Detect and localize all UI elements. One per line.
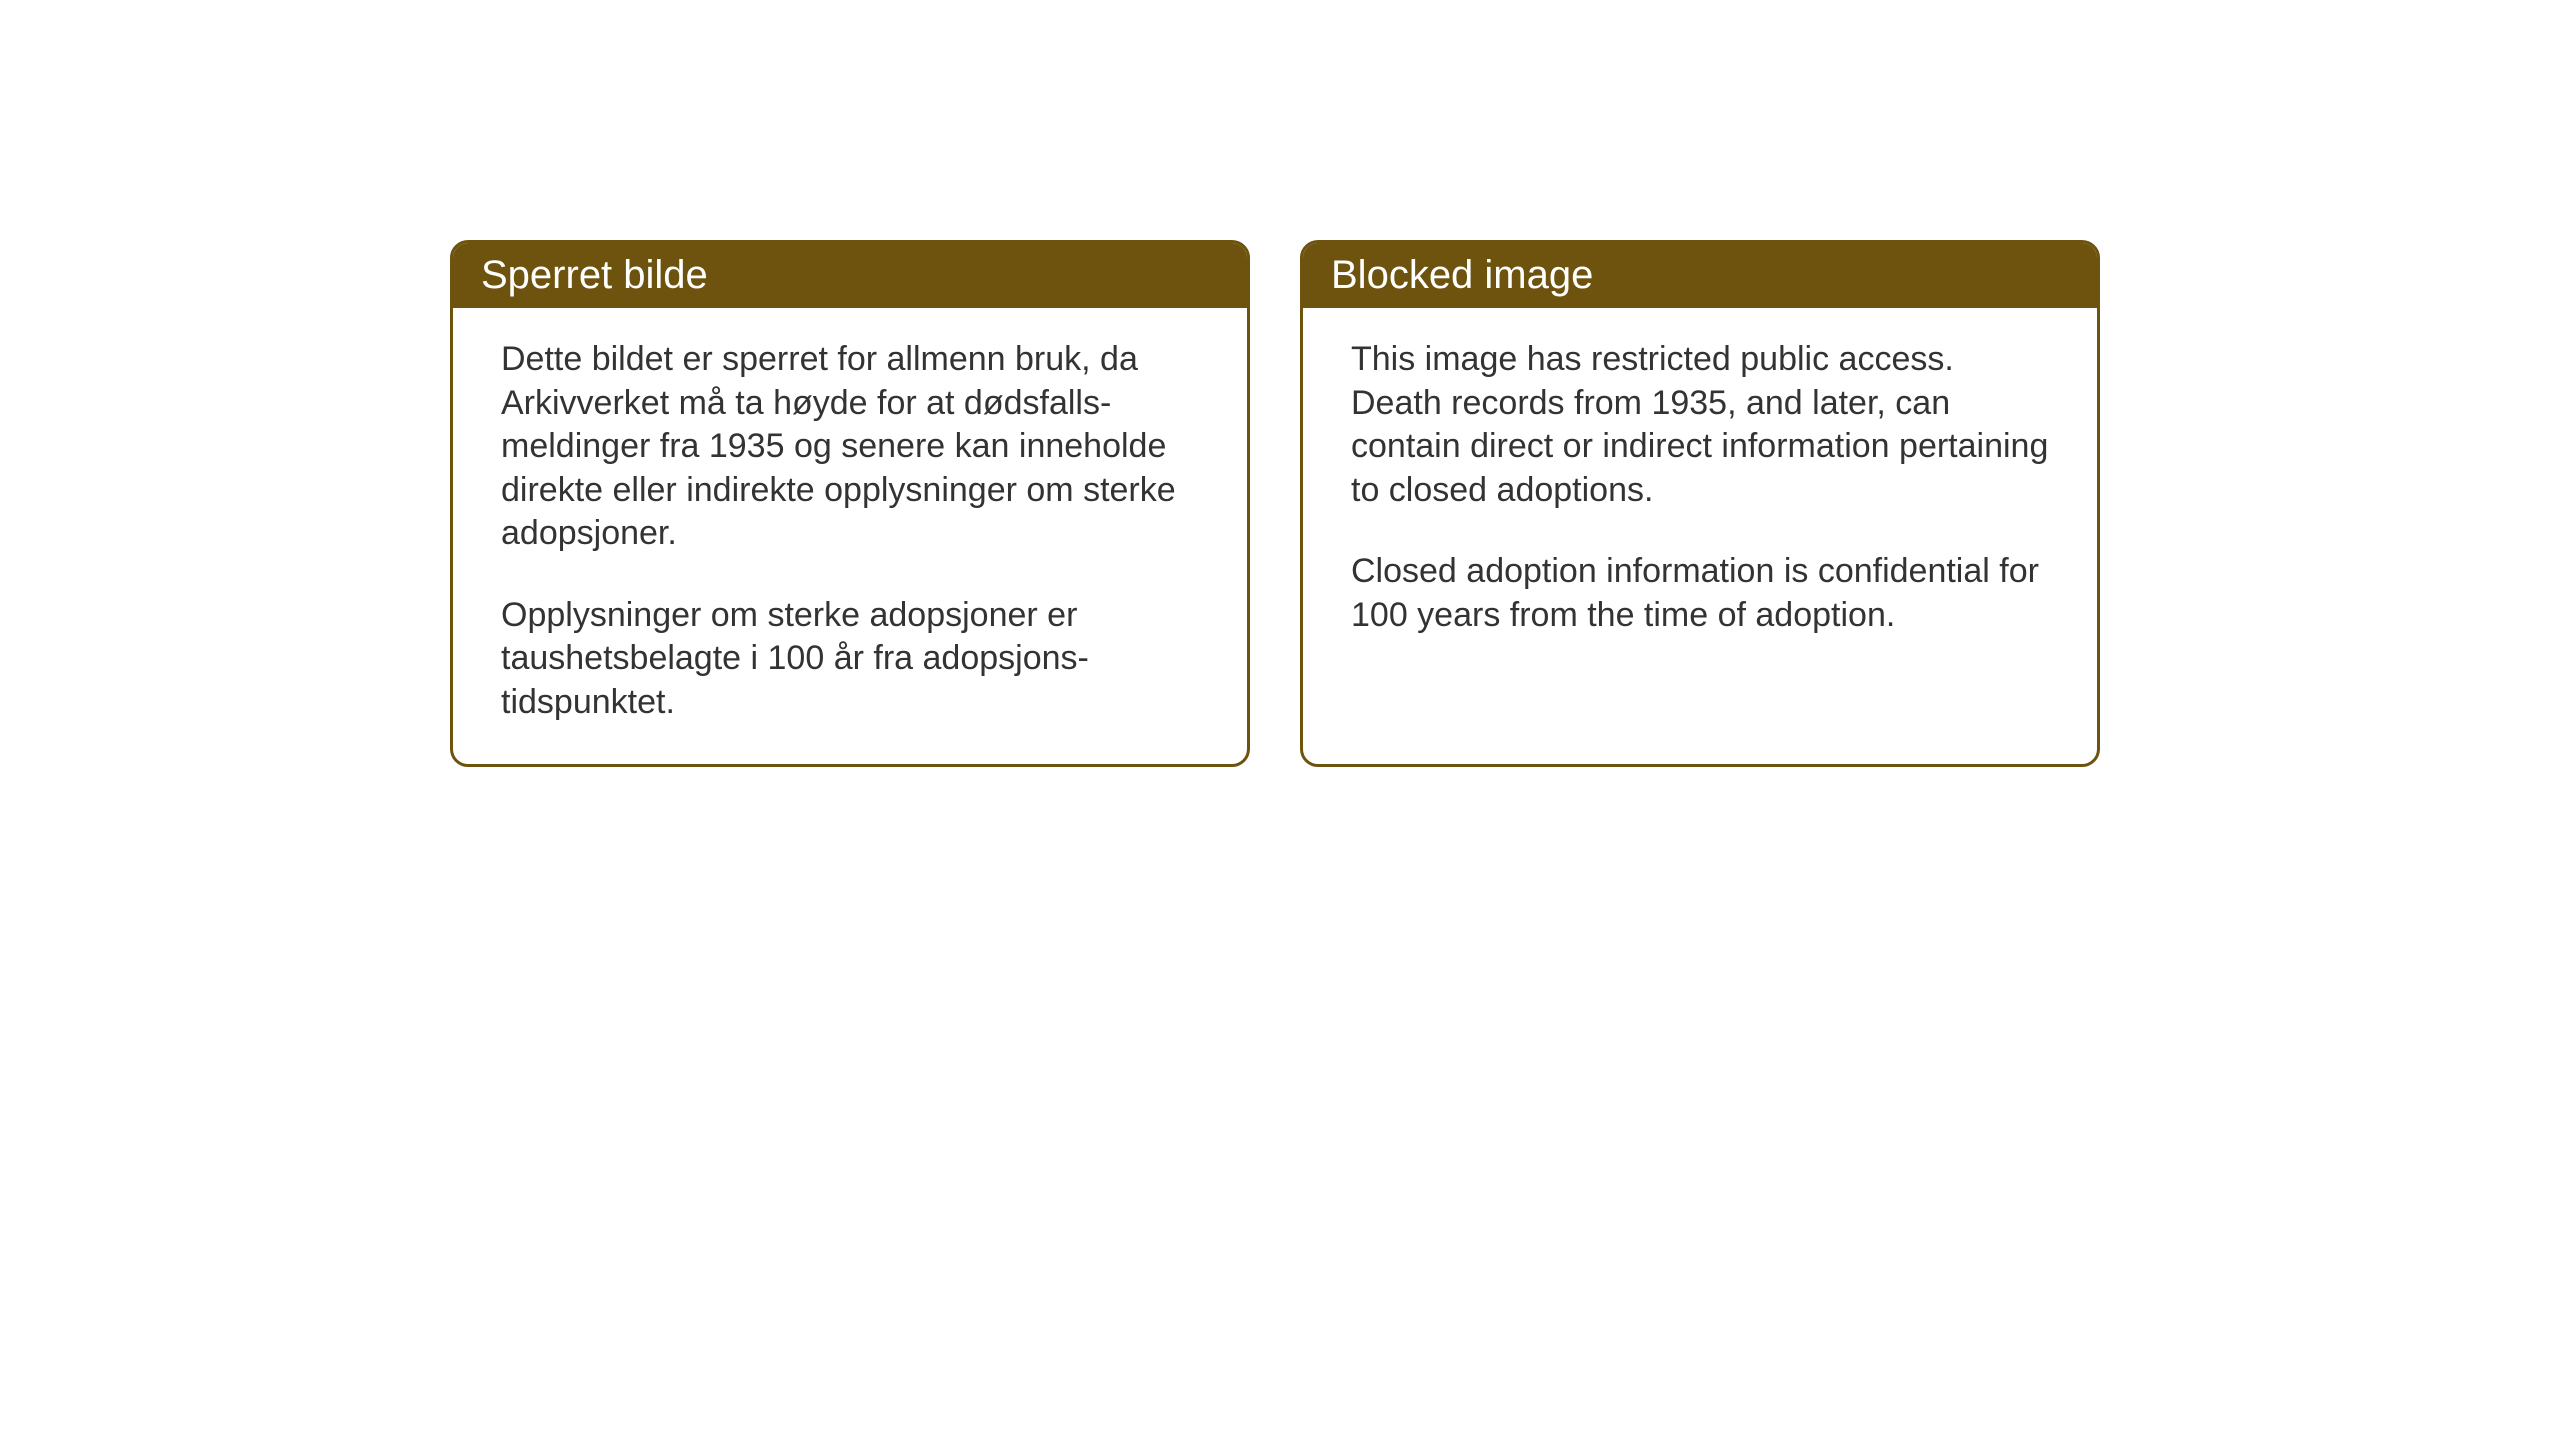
english-paragraph-1: This image has restricted public access.… — [1351, 338, 2049, 512]
norwegian-paragraph-1: Dette bildet er sperret for allmenn bruk… — [501, 338, 1199, 556]
english-notice-body: This image has restricted public access.… — [1303, 308, 2097, 738]
english-notice-box: Blocked image This image has restricted … — [1300, 240, 2100, 767]
english-paragraph-2: Closed adoption information is confident… — [1351, 550, 2049, 637]
norwegian-notice-box: Sperret bilde Dette bildet er sperret fo… — [450, 240, 1250, 767]
norwegian-notice-header: Sperret bilde — [453, 243, 1247, 308]
english-title: Blocked image — [1331, 253, 1593, 297]
english-notice-header: Blocked image — [1303, 243, 2097, 308]
notice-container: Sperret bilde Dette bildet er sperret fo… — [450, 240, 2100, 767]
norwegian-paragraph-2: Opplysninger om sterke adopsjoner er tau… — [501, 594, 1199, 725]
norwegian-notice-body: Dette bildet er sperret for allmenn bruk… — [453, 308, 1247, 764]
norwegian-title: Sperret bilde — [481, 253, 708, 297]
